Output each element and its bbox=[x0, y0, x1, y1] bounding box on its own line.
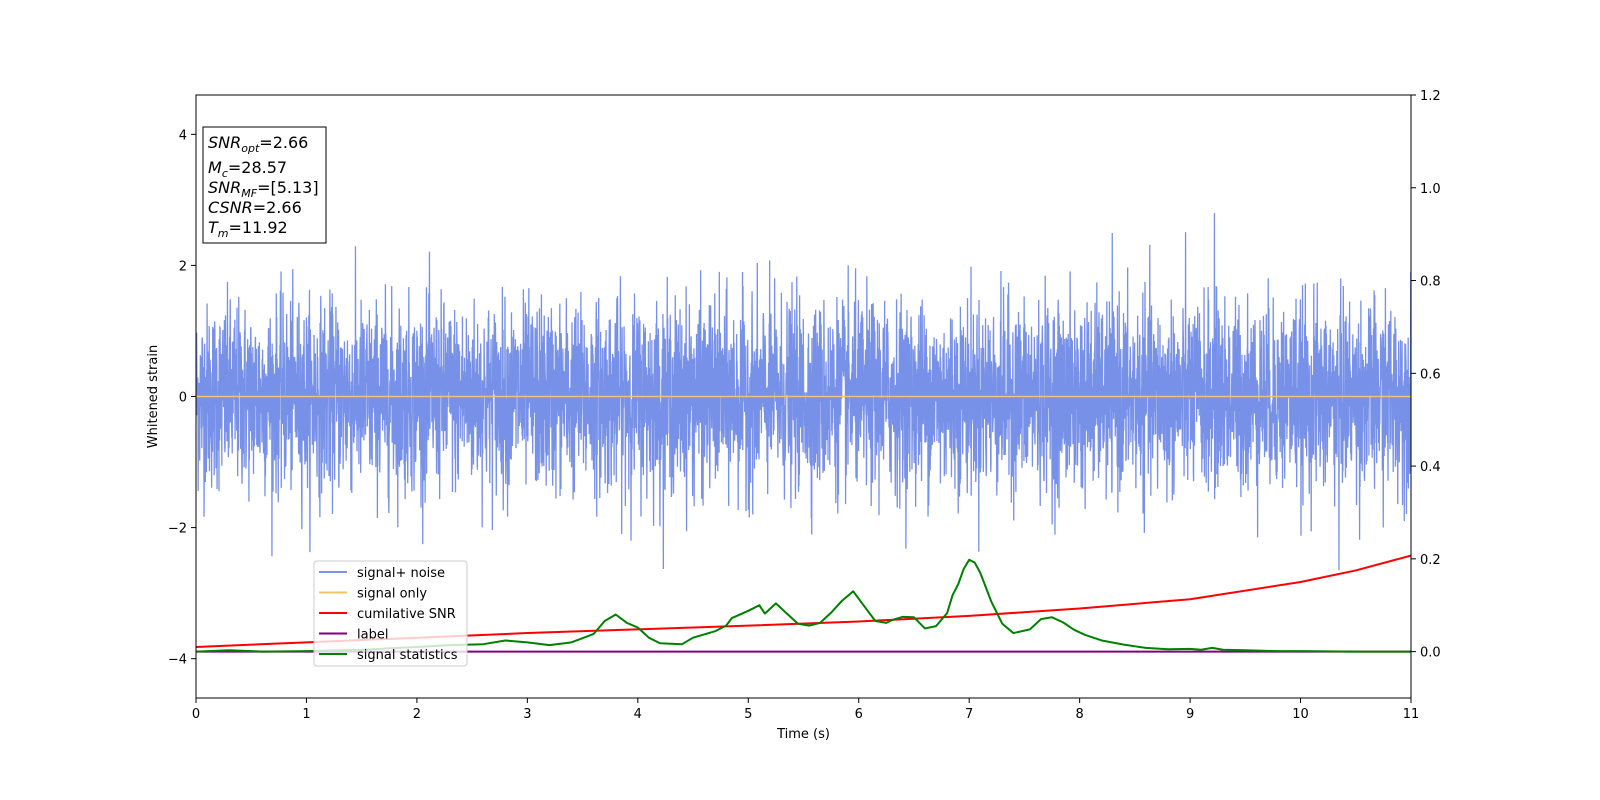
legend: signal+ noise signal only cumilative SNR la… bbox=[313, 560, 468, 667]
series-line-signal-noise bbox=[196, 212, 1411, 571]
legend-label: signal only bbox=[357, 587, 427, 602]
y-right-tick-label: 0.8 bbox=[1420, 275, 1441, 290]
axes: 0 1 2 3 4 5 6 7 8 9 10 11 −4 −2 0 2 4 0.0 0.2 0.4 0.6 0.8 1.0 1… bbox=[146, 89, 1441, 742]
legend-label: signal+ noise bbox=[357, 566, 445, 581]
x-tick-label: 11 bbox=[1403, 707, 1420, 722]
legend-box bbox=[313, 560, 468, 667]
y-tick-label: −4 bbox=[168, 653, 187, 668]
x-tick-label: 7 bbox=[965, 707, 973, 722]
y-right-tick-label: 0.6 bbox=[1420, 367, 1441, 382]
legend-label: label bbox=[357, 628, 388, 643]
x-axis-title: Time (s) bbox=[776, 727, 830, 742]
x-tick-label: 6 bbox=[855, 707, 863, 722]
annotation-box: SNRopt=2.66 Mc=28.57SNRMF=[5.13]CSNR=2.66… bbox=[202, 126, 327, 244]
legend-label: signal statistics bbox=[357, 648, 458, 663]
y-right-tick-label: 1.2 bbox=[1420, 89, 1441, 104]
x-tick-label: 10 bbox=[1292, 707, 1309, 722]
y-tick-label: 0 bbox=[179, 391, 187, 406]
x-tick-label: 2 bbox=[413, 707, 421, 722]
y-right-tick-label: 0.4 bbox=[1420, 460, 1441, 475]
x-tick-label: 0 bbox=[192, 707, 200, 722]
legend-label: cumilative SNR bbox=[357, 607, 456, 622]
y-right-tick-label: 1.0 bbox=[1420, 182, 1441, 197]
annotation-line: CSNR=2.66 bbox=[208, 198, 302, 217]
y-right-tick-label: 0.0 bbox=[1420, 646, 1441, 661]
x-tick-label: 9 bbox=[1186, 707, 1194, 722]
y-tick-label: −2 bbox=[168, 522, 187, 537]
annotation-line: Mc=28.57 bbox=[208, 158, 287, 180]
x-tick-label: 1 bbox=[302, 707, 310, 722]
y-tick-label: 2 bbox=[179, 259, 187, 274]
annotation-line: Tm=11.92 bbox=[208, 218, 288, 240]
series-line-signal-statistics bbox=[196, 558, 1411, 653]
annotation-line: SNRopt=2.66 bbox=[208, 133, 308, 155]
annotation-line: SNRMF=[5.13] bbox=[208, 178, 319, 200]
x-tick-label: 5 bbox=[744, 707, 752, 722]
annotation-frame bbox=[202, 126, 327, 244]
x-tick-label: 3 bbox=[523, 707, 531, 722]
y-axis-title: Whitened strain bbox=[146, 345, 161, 448]
y-right-tick-label: 0.2 bbox=[1420, 553, 1441, 568]
x-tick-label: 4 bbox=[634, 707, 642, 722]
x-tick-label: 8 bbox=[1075, 707, 1083, 722]
y-tick-label: 4 bbox=[179, 128, 187, 143]
